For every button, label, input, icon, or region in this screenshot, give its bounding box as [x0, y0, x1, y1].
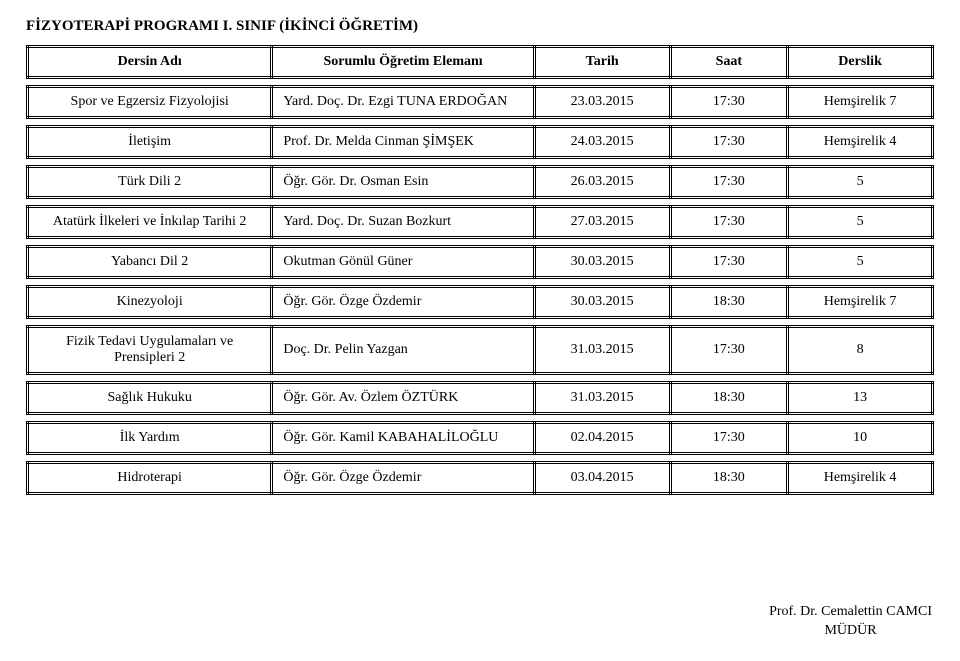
cell-staff: Öğr. Gör. Dr. Osman Esin — [272, 167, 534, 198]
cell-course: Kinezyoloji — [28, 287, 272, 318]
table-row: Fizik Tedavi Uygulamaları ve Prensipleri… — [26, 325, 934, 375]
table-row: Hidroterapi Öğr. Gör. Özge Özdemir 03.04… — [26, 461, 934, 495]
tables-container: Dersin Adı Sorumlu Öğretim Elemanı Tarih… — [26, 45, 934, 495]
header-table: Dersin Adı Sorumlu Öğretim Elemanı Tarih… — [26, 45, 934, 79]
table-row: Spor ve Egzersiz Fizyolojisi Yard. Doç. … — [26, 85, 934, 119]
cell-room: 8 — [788, 327, 933, 374]
cell-time: 17:30 — [670, 127, 788, 158]
signature-block: Prof. Dr. Cemalettin CAMCI MÜDÜR — [769, 603, 932, 641]
cell-date: 03.04.2015 — [534, 463, 670, 494]
table-row: Atatürk İlkeleri ve İnkılap Tarihi 2 Yar… — [26, 205, 934, 239]
col-header-course: Dersin Adı — [28, 47, 272, 78]
cell-staff: Okutman Gönül Güner — [272, 247, 534, 278]
cell-staff: Yard. Doç. Dr. Ezgi TUNA ERDOĞAN — [272, 87, 534, 118]
table-row: Sağlık Hukuku Öğr. Gör. Av. Özlem ÖZTÜRK… — [26, 381, 934, 415]
page: FİZYOTERAPİ PROGRAMI I. SINIF (İKİNCİ ÖĞ… — [0, 0, 960, 661]
signature-title: MÜDÜR — [769, 622, 932, 641]
cell-time: 17:30 — [670, 247, 788, 278]
cell-date: 24.03.2015 — [534, 127, 670, 158]
cell-staff: Öğr. Gör. Özge Özdemir — [272, 287, 534, 318]
cell-time: 17:30 — [670, 167, 788, 198]
cell-course: Atatürk İlkeleri ve İnkılap Tarihi 2 — [28, 207, 272, 238]
cell-course: Yabancı Dil 2 — [28, 247, 272, 278]
cell-time: 17:30 — [670, 327, 788, 374]
cell-time: 17:30 — [670, 207, 788, 238]
header-row: Dersin Adı Sorumlu Öğretim Elemanı Tarih… — [28, 47, 933, 78]
cell-date: 31.03.2015 — [534, 383, 670, 414]
cell-course: Hidroterapi — [28, 463, 272, 494]
table-row: Kinezyoloji Öğr. Gör. Özge Özdemir 30.03… — [26, 285, 934, 319]
cell-date: 02.04.2015 — [534, 423, 670, 454]
cell-room: 5 — [788, 167, 933, 198]
cell-room: Hemşirelik 7 — [788, 87, 933, 118]
col-header-date: Tarih — [534, 47, 670, 78]
table-row: Yabancı Dil 2 Okutman Gönül Güner 30.03.… — [26, 245, 934, 279]
cell-course: Türk Dili 2 — [28, 167, 272, 198]
cell-room: Hemşirelik 4 — [788, 127, 933, 158]
cell-room: 10 — [788, 423, 933, 454]
table-row: İletişim Prof. Dr. Melda Cinman ŞİMŞEK 2… — [26, 125, 934, 159]
cell-course: Fizik Tedavi Uygulamaları ve Prensipleri… — [28, 327, 272, 374]
cell-room: Hemşirelik 7 — [788, 287, 933, 318]
cell-date: 26.03.2015 — [534, 167, 670, 198]
cell-room: 5 — [788, 247, 933, 278]
cell-time: 18:30 — [670, 463, 788, 494]
cell-time: 18:30 — [670, 383, 788, 414]
cell-time: 18:30 — [670, 287, 788, 318]
table-row: İlk Yardım Öğr. Gör. Kamil KABAHALİLOĞLU… — [26, 421, 934, 455]
table-row: Türk Dili 2 Öğr. Gör. Dr. Osman Esin 26.… — [26, 165, 934, 199]
cell-room: 5 — [788, 207, 933, 238]
cell-staff: Öğr. Gör. Av. Özlem ÖZTÜRK — [272, 383, 534, 414]
page-title: FİZYOTERAPİ PROGRAMI I. SINIF (İKİNCİ ÖĞ… — [26, 18, 934, 35]
signature-name: Prof. Dr. Cemalettin CAMCI — [769, 603, 932, 622]
cell-time: 17:30 — [670, 423, 788, 454]
cell-date: 23.03.2015 — [534, 87, 670, 118]
cell-staff: Öğr. Gör. Kamil KABAHALİLOĞLU — [272, 423, 534, 454]
cell-date: 27.03.2015 — [534, 207, 670, 238]
cell-course: İlk Yardım — [28, 423, 272, 454]
cell-staff: Yard. Doç. Dr. Suzan Bozkurt — [272, 207, 534, 238]
cell-room: 13 — [788, 383, 933, 414]
cell-date: 30.03.2015 — [534, 287, 670, 318]
cell-room: Hemşirelik 4 — [788, 463, 933, 494]
cell-staff: Prof. Dr. Melda Cinman ŞİMŞEK — [272, 127, 534, 158]
col-header-room: Derslik — [788, 47, 933, 78]
cell-course: Spor ve Egzersiz Fizyolojisi — [28, 87, 272, 118]
cell-date: 31.03.2015 — [534, 327, 670, 374]
cell-staff: Doç. Dr. Pelin Yazgan — [272, 327, 534, 374]
cell-staff: Öğr. Gör. Özge Özdemir — [272, 463, 534, 494]
cell-course: Sağlık Hukuku — [28, 383, 272, 414]
cell-course: İletişim — [28, 127, 272, 158]
cell-date: 30.03.2015 — [534, 247, 670, 278]
cell-time: 17:30 — [670, 87, 788, 118]
col-header-time: Saat — [670, 47, 788, 78]
col-header-staff: Sorumlu Öğretim Elemanı — [272, 47, 534, 78]
